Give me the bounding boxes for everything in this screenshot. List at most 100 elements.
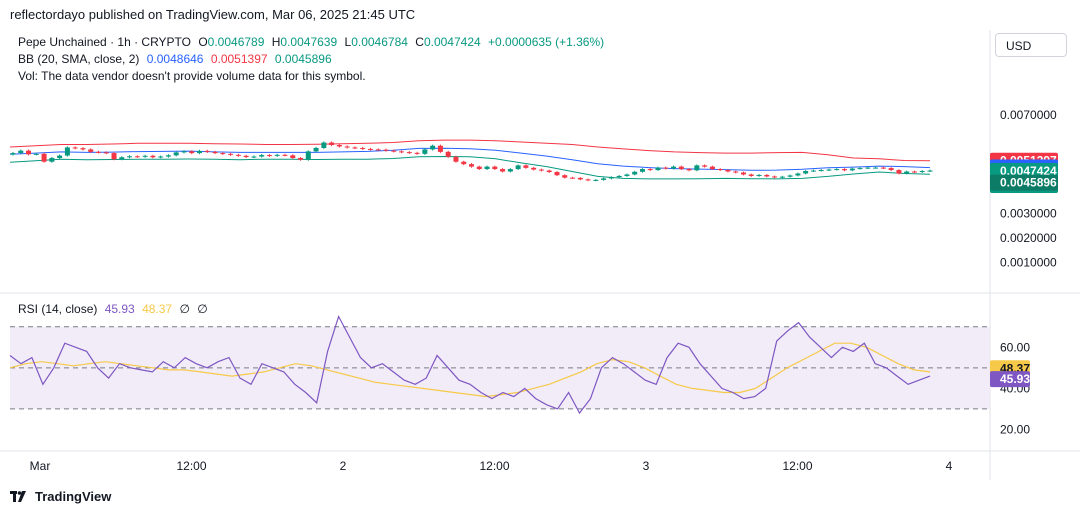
candle-body (764, 174, 770, 177)
candle-body (383, 149, 389, 151)
bb-upper-value: 0.0051397 (210, 52, 268, 66)
symbol-name[interactable]: Pepe Unchained · 1h · CRYPTO (18, 35, 191, 49)
time-tick-label: 2 (340, 459, 347, 473)
candle-body (173, 152, 179, 156)
price-tick-label: 0.0010000 (1000, 255, 1057, 269)
bb-lower-line (9, 155, 931, 180)
candle-body (26, 150, 32, 155)
candle-body (469, 164, 474, 167)
bb-upper-line (9, 139, 931, 162)
close-label: C (415, 35, 424, 49)
candle-body (235, 154, 241, 156)
candle-body (772, 176, 778, 178)
candle-body (484, 166, 490, 170)
currency-selector[interactable]: USD (995, 33, 1067, 57)
bb-mid-line (9, 147, 931, 171)
candle-body (849, 168, 855, 171)
brand-name: TradingView (35, 489, 112, 504)
candle-body (158, 156, 164, 158)
candle-body (515, 165, 521, 170)
candle-body (686, 169, 692, 171)
candle-body (88, 149, 94, 152)
candle-body (445, 151, 451, 157)
candle-body (127, 156, 133, 158)
bb-label[interactable]: BB (20, SMA, close, 2) (18, 52, 140, 66)
candle-body (919, 171, 925, 173)
candle-body (33, 153, 39, 155)
candle-body (430, 145, 436, 150)
candle-body (461, 161, 467, 165)
rsi-ma-line (9, 342, 931, 398)
candle-body (197, 150, 203, 154)
candle-body (538, 169, 544, 171)
candle-body (329, 142, 335, 145)
candle-body (165, 155, 171, 157)
candle-body (298, 158, 304, 160)
candle-body (818, 170, 824, 172)
candle-body (531, 167, 537, 170)
candle-body (873, 167, 879, 169)
candle-body (671, 166, 677, 169)
candle-body (803, 171, 809, 174)
candle-body (119, 157, 125, 160)
rsi-extra-1: ∅ (179, 302, 190, 316)
candle-body (360, 147, 366, 149)
candle-body (865, 167, 871, 169)
candle-body (562, 175, 568, 178)
candle-body (391, 150, 397, 152)
candle-body (476, 166, 482, 170)
time-tick-label: 12:00 (782, 459, 812, 473)
candle-body (709, 166, 715, 170)
candle-body (725, 170, 731, 172)
candle-body (577, 177, 583, 180)
candle-body (810, 170, 816, 172)
candle-body (103, 152, 109, 154)
open-value: 0.0046789 (207, 35, 265, 49)
candle-body (896, 170, 902, 174)
candle-body (134, 156, 140, 158)
rsi-label[interactable]: RSI (14, close) (18, 302, 98, 316)
price-axis: 0.0070000 0.0030000 0.0020000 0.0010000 (1000, 108, 1057, 269)
bb-lower-price-label-text: 0.0045896 (1000, 176, 1057, 190)
candle-body (655, 167, 661, 171)
tradingview-logo-icon (10, 490, 26, 502)
candle-body (375, 149, 381, 151)
price-tick-label: 0.0070000 (1000, 108, 1057, 122)
candle-body (632, 171, 638, 175)
candle-body (904, 171, 910, 174)
candle-body (142, 155, 148, 157)
candle-body (857, 168, 863, 170)
candle-body (414, 152, 420, 154)
high-value: 0.0047639 (280, 35, 338, 49)
candle-body (507, 169, 513, 172)
candle-body (220, 153, 226, 155)
candle-body (616, 175, 622, 178)
candle-body (593, 179, 599, 181)
candle-body (274, 154, 280, 156)
candle-body (406, 152, 412, 154)
candle-body (663, 167, 669, 169)
candle-body (399, 151, 405, 153)
time-tick-label: Mar (30, 459, 51, 473)
candle-body (72, 147, 78, 149)
price-tick-label: 0.0020000 (1000, 231, 1057, 245)
candle-body (842, 169, 848, 171)
candle-body (251, 156, 257, 158)
candle-body (702, 165, 708, 167)
tradingview-brand[interactable]: TradingView (10, 489, 111, 504)
candle-body (305, 151, 311, 160)
bb-legend: BB (20, SMA, close, 2) 0.0048646 0.00513… (18, 52, 336, 66)
candle-body (911, 171, 917, 173)
bb-lower-value: 0.0045896 (274, 52, 332, 66)
time-tick-label: 3 (643, 459, 650, 473)
candle-body (49, 158, 55, 162)
high-label: H (271, 35, 281, 49)
rsi-legend: RSI (14, close) 45.93 48.37 ∅ ∅ (18, 302, 212, 316)
candle-body (367, 148, 373, 150)
candle-body (523, 165, 529, 168)
candle-body (204, 150, 210, 152)
candle-body (282, 154, 288, 156)
